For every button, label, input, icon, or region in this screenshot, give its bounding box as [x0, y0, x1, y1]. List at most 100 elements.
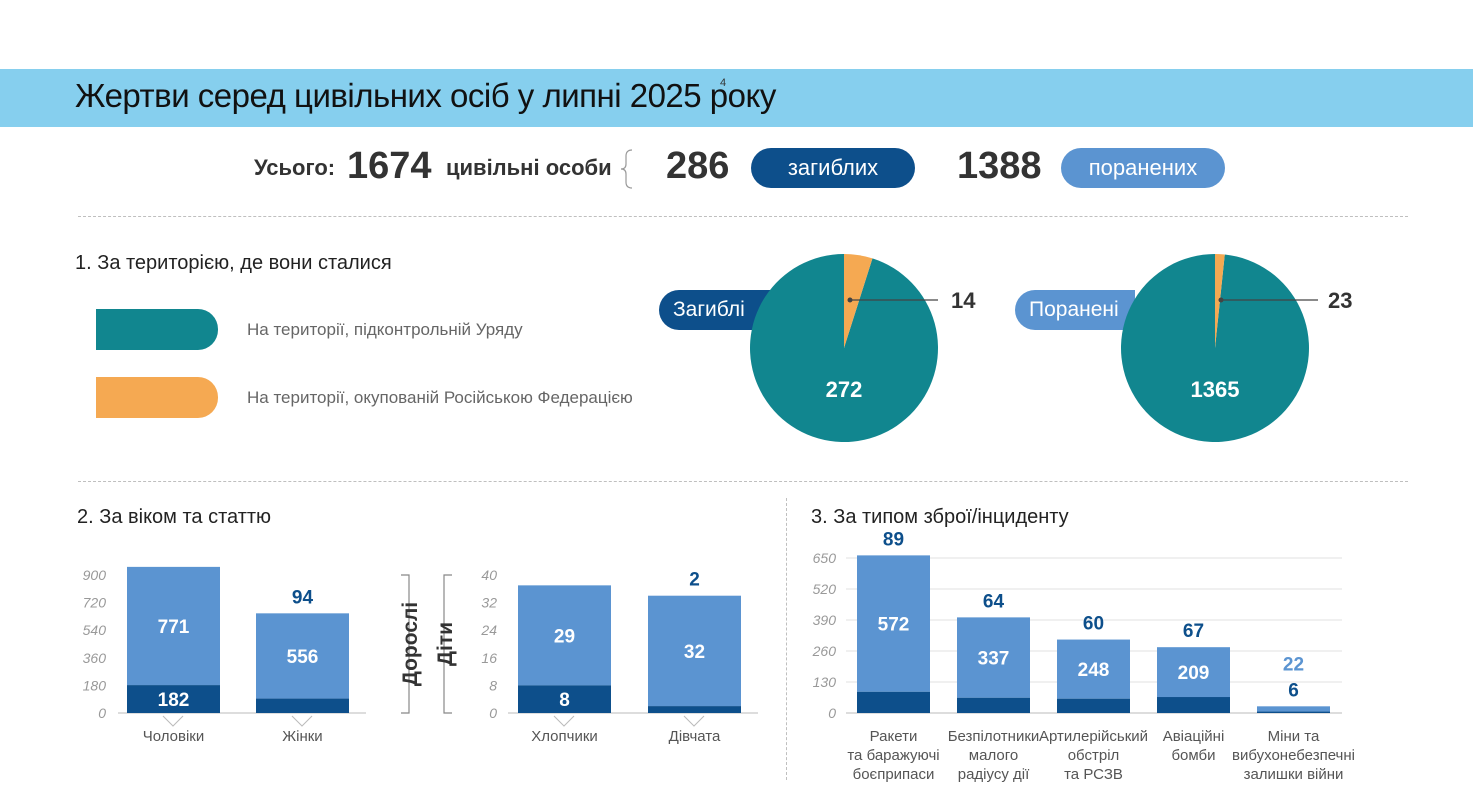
- chart5-label-killed: 64: [983, 591, 1005, 612]
- chart5-category-label: бомби: [1171, 747, 1215, 764]
- chart4-category-notch: [683, 715, 705, 727]
- chart5-bar-killed: [857, 691, 930, 713]
- legend-swatch-government: [96, 309, 218, 350]
- children-axis-label: Діти: [434, 622, 457, 666]
- chart5-ytick: 260: [812, 643, 837, 659]
- chart4-label-killed: 8: [559, 690, 570, 711]
- chart5-bar-injured: [1257, 706, 1330, 712]
- chart3-label-injured: 556: [287, 647, 319, 668]
- chart5-ytick: 0: [828, 705, 836, 721]
- chart5-bar-killed: [1057, 698, 1130, 713]
- divider-middle: [78, 481, 1408, 482]
- chart3-ytick: 180: [83, 677, 107, 693]
- total-value: 1674: [347, 145, 432, 187]
- chart4-label-killed: 2: [689, 570, 700, 591]
- killed-badge: загиблих: [751, 148, 915, 188]
- chart4-label-injured: 32: [684, 642, 705, 663]
- chart5-label-injured: 209: [1178, 663, 1210, 684]
- chart3-category-notch: [162, 715, 184, 727]
- chart4-label-injured: 29: [554, 626, 575, 647]
- footnote-marker: 4: [720, 77, 727, 89]
- chart3-category-label: Чоловіки: [143, 728, 205, 745]
- total-suffix: цивільні особи: [446, 155, 612, 180]
- pie-injured-label: Поранені: [1015, 290, 1135, 330]
- chart5-label-injured: 248: [1078, 660, 1110, 681]
- pie1-value-occupied: 14: [951, 288, 976, 313]
- chart5-bar-injured: [1057, 639, 1130, 699]
- chart5-bar-killed: [1157, 697, 1230, 713]
- chart4-category-label: Дівчата: [669, 728, 721, 745]
- chart3-bar-injured: [127, 566, 220, 686]
- pie2-slice-government: [1120, 254, 1309, 442]
- chart3-ytick: 540: [83, 622, 107, 638]
- pie1-slice-occupied: [844, 254, 873, 348]
- chart5-category-label: малого: [969, 747, 1018, 764]
- divider-vertical: [786, 498, 787, 780]
- chart5-label-injured: 572: [878, 615, 910, 636]
- chart3-bar-injured: [256, 613, 349, 699]
- chart5-category-label: Артилерійський: [1039, 728, 1148, 745]
- chart5-ytick: 130: [813, 674, 837, 690]
- chart3-ytick: 720: [83, 595, 107, 611]
- chart5-category-label: Ракети: [870, 728, 918, 745]
- chart4-ytick: 24: [480, 622, 497, 638]
- chart5-category-label: Міни та: [1268, 728, 1320, 745]
- chart4-bar-injured: [648, 595, 741, 707]
- pie1-value-government: 272: [826, 377, 863, 402]
- total-bracket: [620, 149, 633, 189]
- chart5-category-label: та баражуючі: [847, 747, 939, 764]
- chart5-bar-injured: [1157, 647, 1230, 698]
- chart3-category-notch: [291, 715, 313, 727]
- children-bracket: [443, 574, 452, 714]
- legend-label-occupied: На території, окупованій Російською Феде…: [247, 388, 633, 407]
- chart3-label-killed: 94: [292, 587, 314, 608]
- chart5-label-killed: 60: [1083, 614, 1104, 635]
- chart3-ytick: 900: [83, 567, 107, 583]
- total-label: Усього:: [254, 155, 336, 180]
- chart3-bar-killed: [256, 698, 349, 713]
- chart5-bar-injured: [957, 617, 1030, 698]
- chart4-category-label: Хлопчики: [531, 728, 598, 745]
- chart5-category-label: вибухонебезпечні: [1232, 747, 1355, 764]
- pie2-value-government: 1365: [1191, 377, 1240, 402]
- chart4-ytick: 32: [481, 595, 497, 611]
- chart5-label-killed: 6: [1288, 680, 1299, 701]
- pie2-callout-dot: [1218, 297, 1224, 303]
- chart4-ytick: 8: [489, 677, 497, 693]
- chart4-category-notch: [553, 715, 575, 727]
- chart4-ytick: 40: [481, 567, 497, 583]
- legend-label-government: На території, підконтрольній Уряду: [247, 320, 523, 339]
- chart5-category-label: та РСЗВ: [1064, 766, 1123, 783]
- pie2-value-occupied: 23: [1328, 288, 1352, 313]
- legend-swatch-occupied: [96, 377, 218, 418]
- chart5-category-label: боєприпаси: [853, 766, 935, 783]
- chart5-bar-killed: [957, 697, 1030, 713]
- chart5-label-injured: 337: [978, 649, 1010, 670]
- chart5-category-label: радіусу дії: [958, 766, 1030, 783]
- page-title: Жертви серед цивільних осіб у липні 2025…: [75, 77, 776, 114]
- chart4-ytick: 16: [481, 650, 497, 666]
- chart3-label-killed: 182: [158, 690, 190, 711]
- chart5-label-injured: 22: [1283, 654, 1304, 675]
- chart5-ytick: 390: [813, 612, 837, 628]
- chart3-ytick: 360: [83, 650, 107, 666]
- chart5-category-label: залишки війни: [1244, 766, 1344, 783]
- chart5-bar-injured: [857, 555, 930, 692]
- chart5-category-label: Авіаційні: [1163, 728, 1225, 745]
- divider-top: [78, 216, 1408, 217]
- chart4-bar-killed: [648, 706, 741, 713]
- chart5-ytick: 650: [813, 550, 837, 566]
- chart5-category-label: Безпілотники: [948, 728, 1040, 745]
- chart3-ytick: 0: [98, 705, 106, 721]
- chart3-category-label: Жінки: [282, 728, 322, 745]
- chart5-label-killed: 89: [883, 529, 904, 550]
- killed-total: 286: [666, 145, 730, 187]
- adults-axis-label: Дорослі: [399, 602, 422, 686]
- injured-total: 1388: [957, 145, 1042, 187]
- chart4-bar-killed: [518, 685, 611, 713]
- adults-bracket: [401, 574, 410, 714]
- section1-title: 1. За територією, де вони сталися: [75, 252, 392, 274]
- chart3-label-injured: 771: [158, 617, 190, 638]
